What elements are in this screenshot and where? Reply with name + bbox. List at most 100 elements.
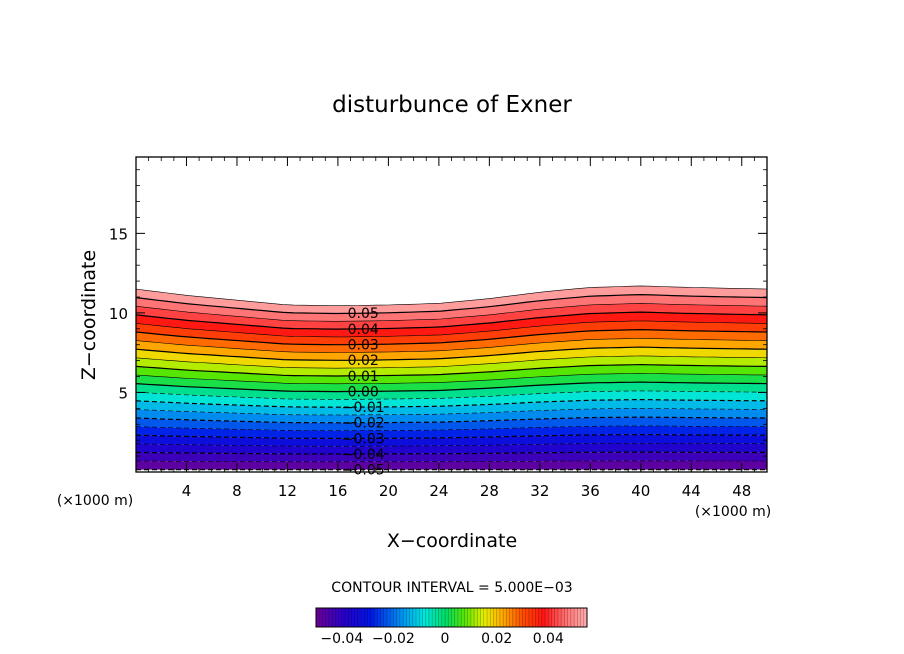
colorbar-swatch [364,608,369,627]
colorbar-swatch [519,608,523,627]
y-tick-label: 5 [118,384,128,402]
chart-title: disturbunce of Exner [332,92,572,118]
colorbar-swatch [564,608,569,627]
x-tick-label: 36 [581,482,600,500]
colorbar-swatch [541,608,546,627]
contour-band [136,399,767,415]
colorbar-swatch [467,608,472,627]
contour-label: 0.02 [348,353,379,369]
colorbar-swatch [432,608,436,627]
contour-line [135,390,768,400]
contour-band [136,408,767,423]
contour-label: −0.01 [342,400,385,416]
colorbar-swatch [441,608,446,627]
colorbar-swatch [354,608,359,627]
colorbar-swatch [403,608,407,627]
contour-interval-text: CONTOUR INTERVAL = 5.000E−03 [331,580,572,596]
contour-line [135,346,768,361]
contour-band [136,347,767,369]
colorbar-swatch [525,608,530,627]
colorbar-swatch [374,608,378,627]
colorbar-tick-label: −0.04 [320,631,363,647]
contour-band [136,338,767,361]
x-tick-label: 28 [480,482,499,500]
colorbar: −0.04 −0.02 0 0.02 0.04 [315,607,588,647]
colorbar-swatch [567,608,572,627]
colorbar-swatch [557,608,562,627]
contour-line [135,381,768,393]
colorbar-frame [315,607,588,628]
y-tick-label: 15 [109,225,128,243]
colorbar-swatch [548,608,552,627]
contour-line [135,338,768,353]
contour-line [135,303,768,322]
colorbar-swatch [319,608,323,627]
contour-label: 0.01 [348,369,379,385]
contour-band [136,303,767,330]
y-axis-label: Z−coordinate [78,250,100,380]
colorbar-swatch [422,608,427,627]
colorbar-swatch [464,608,469,627]
x-tick-label: 4 [182,482,192,500]
colorbar-swatch [477,608,481,627]
colorbar-swatch [454,608,459,627]
colorbar-swatch [357,608,362,627]
colorbar-swatch [490,608,494,627]
contour-line [135,416,767,424]
colorbar-swatch [528,608,533,627]
x-tick-label: 32 [530,482,549,500]
x-tick-label: 24 [429,482,448,500]
contour-band [136,382,767,400]
colorbar-tick-label: 0 [441,631,450,647]
colorbar-swatch [574,608,578,627]
colorbar-swatch [509,608,514,627]
colorbar-swatch [577,608,581,627]
x-tick-label: 20 [379,482,398,500]
contour-label: −0.02 [342,416,385,432]
colorbar-swatch [493,608,498,627]
x-tick-label: 12 [278,482,297,500]
contour-label: −0.03 [342,431,385,447]
contour-band [136,443,767,454]
colorbar-swatch [338,608,343,627]
colorbar-swatch [322,608,327,627]
contour-line [135,433,767,439]
x-unit-right: (×1000 m) [695,504,771,520]
contour-line [135,408,767,416]
colorbar-swatch [570,608,575,627]
contour-band [136,320,767,345]
contour-line [135,425,767,431]
x-tick-label: 40 [631,482,650,500]
colorbar-swatch [328,608,333,627]
contour-label: 0.00 [348,384,379,400]
colorbar-tick-label: 0.04 [533,631,564,647]
contour-line [135,363,768,377]
colorbar-swatch [406,608,410,627]
contour-line [135,443,767,447]
colorbar-swatch [380,608,385,627]
colorbar-swatch [361,608,365,627]
colorbar-swatch [438,608,443,627]
contour-band [136,285,767,314]
colorbar-swatch [506,608,510,627]
colorbar-swatch [448,608,452,627]
colorbar-swatch [561,608,565,627]
colorbar-swatch [316,608,320,627]
colorbar-swatch [583,608,588,627]
colorbar-swatch [545,608,549,627]
colorbar-swatch [538,608,543,627]
contour-label-layer: 0.050.040.030.020.010.00−0.01−0.02−0.03−… [342,306,385,478]
contour-line [135,451,767,455]
contour-band [136,417,767,431]
colorbar-swatch [554,608,559,627]
contour-band [136,425,767,439]
colorbar-swatch [425,608,430,627]
colorbar-swatch [551,608,556,627]
contour-band [136,390,767,408]
colorbar-swatch [412,608,417,627]
colorbar-swatch [370,608,375,627]
colorbar-swatch [332,608,336,627]
colorbar-swatch [377,608,381,627]
colorbar-swatch [351,608,356,627]
